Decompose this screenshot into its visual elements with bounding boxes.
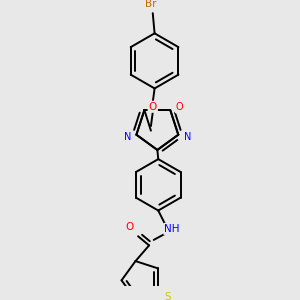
Text: O: O — [176, 102, 183, 112]
Text: N: N — [124, 131, 131, 142]
Text: Br: Br — [145, 0, 157, 9]
Text: N: N — [184, 131, 191, 142]
Text: NH: NH — [164, 224, 180, 234]
Text: S: S — [164, 292, 171, 300]
Text: O: O — [148, 102, 157, 112]
Text: O: O — [126, 222, 134, 232]
